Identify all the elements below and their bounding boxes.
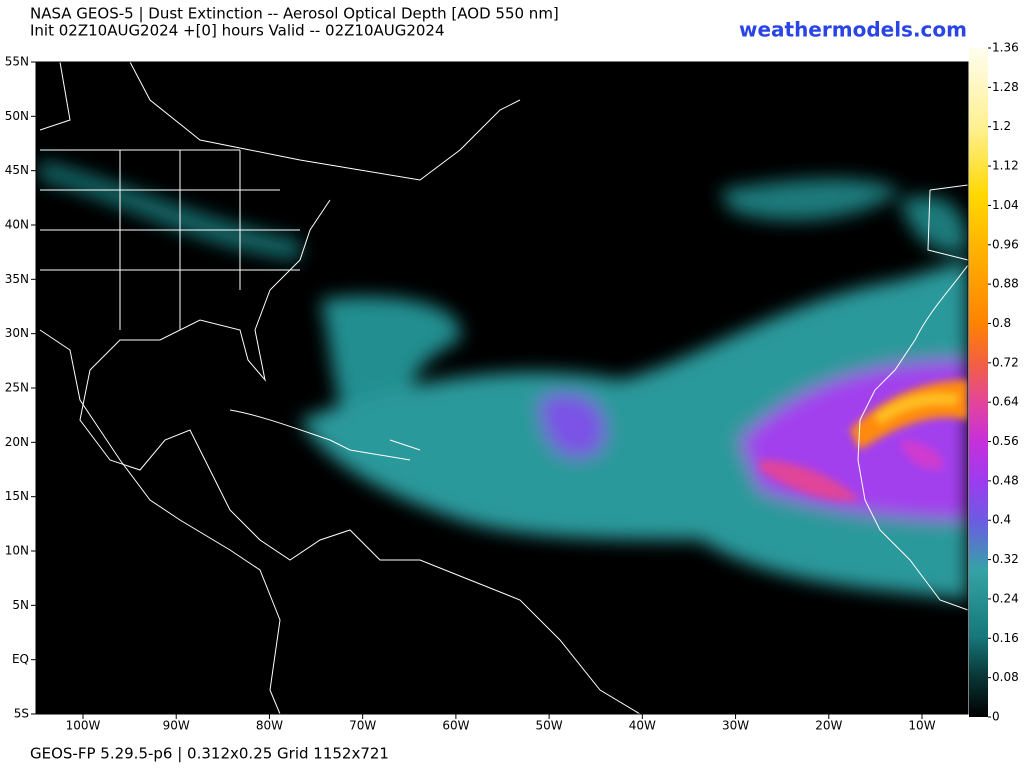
colorbar-label: 0.24	[992, 591, 1019, 605]
colorbar-label: 0	[992, 710, 1000, 724]
colorbar	[969, 48, 988, 717]
lat-label: EQ	[12, 652, 29, 666]
lat-label: 25N	[5, 381, 29, 395]
lon-label: 70W	[349, 719, 376, 733]
dust-core	[760, 380, 968, 501]
lat-label: 45N	[5, 163, 29, 177]
coastlines	[39, 62, 968, 714]
lon-label: 30W	[722, 719, 749, 733]
footer: GEOS-FP 5.29.5-p6 | 0.312x0.25 Grid 1152…	[30, 745, 389, 763]
colorbar-label: 0.4	[992, 513, 1011, 527]
colorbar-label: 0.88	[992, 277, 1019, 291]
lat-label: 55N	[5, 55, 29, 69]
lat-label: 30N	[5, 326, 29, 340]
colorbar-label: 0.08	[992, 670, 1019, 684]
colorbar-label: 0.32	[992, 552, 1019, 566]
lat-label: 35N	[5, 272, 29, 286]
title: NASA GEOS-5 | Dust Extinction -- Aerosol…	[30, 5, 559, 23]
colorbar-label: 1.28	[992, 80, 1019, 94]
colorbar-label: 1.36	[992, 41, 1019, 55]
lon-label: 60W	[442, 719, 469, 733]
subtitle: Init 02Z10AUG2024 +[0] hours Valid -- 02…	[30, 22, 445, 40]
colorbar-label: 0.72	[992, 355, 1019, 369]
lon-label: 10W	[908, 719, 935, 733]
lat-label: 40N	[5, 218, 29, 232]
colorbar-label: 1.12	[992, 159, 1019, 173]
lat-label: 20N	[5, 435, 29, 449]
colorbar-label: 0.16	[992, 631, 1019, 645]
lon-label: 40W	[629, 719, 656, 733]
colorbar-label: 0.56	[992, 434, 1019, 448]
lon-label: 20W	[815, 719, 842, 733]
colorbar-label: 0.48	[992, 473, 1019, 487]
map	[36, 62, 968, 714]
lat-label: 15N	[5, 489, 29, 503]
colorbar-label: 1.2	[992, 119, 1011, 133]
lat-label: 5N	[12, 598, 29, 612]
lon-label: 90W	[163, 719, 190, 733]
lon-label: 50W	[536, 719, 563, 733]
lon-label: 100W	[66, 719, 101, 733]
lat-label: 10N	[5, 544, 29, 558]
colorbar-label: 0.96	[992, 237, 1019, 251]
colorbar-label: 1.04	[992, 198, 1019, 212]
site-name[interactable]: weathermodels.com	[739, 18, 967, 42]
colorbar-label: 0.64	[992, 395, 1019, 409]
lon-label: 80W	[256, 719, 283, 733]
lat-label: 50N	[5, 109, 29, 123]
lat-label: 5S	[14, 707, 29, 721]
colorbar-label: 0.8	[992, 316, 1011, 330]
